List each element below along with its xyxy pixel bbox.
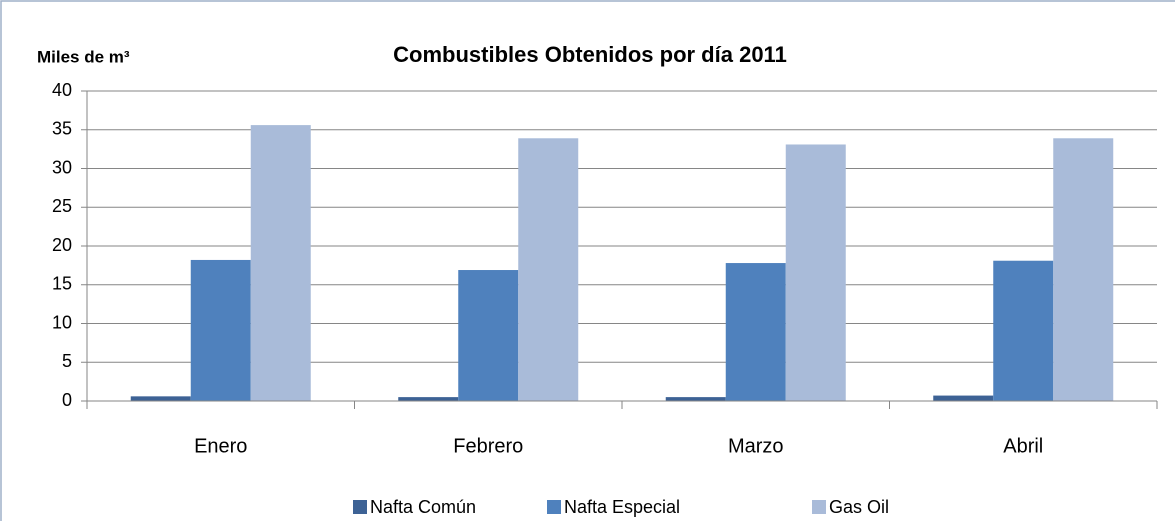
x-tick-label: Marzo <box>728 435 784 457</box>
bar <box>458 270 519 401</box>
bar <box>518 138 579 401</box>
x-tick-label: Abril <box>1003 435 1043 457</box>
y-tick-label: 0 <box>62 390 72 410</box>
y-tick-label: 20 <box>52 235 72 255</box>
bar <box>398 397 459 401</box>
y-tick-label: 35 <box>52 119 72 139</box>
y-tick-label: 40 <box>52 80 72 100</box>
legend-label: Nafta Común <box>370 497 476 517</box>
y-tick-label: 15 <box>52 274 72 294</box>
legend-label: Gas Oil <box>829 497 889 517</box>
chart-title: Combustibles Obtenidos por día 2011 <box>393 42 787 67</box>
legend-label: Nafta Especial <box>564 497 680 517</box>
y-tick-label: 25 <box>52 196 72 216</box>
legend-swatch <box>547 500 561 514</box>
x-tick-label: Febrero <box>453 435 523 457</box>
x-tick-label: Enero <box>194 435 247 457</box>
bar <box>1053 138 1114 401</box>
bar <box>665 397 726 401</box>
bar <box>993 260 1054 401</box>
bar <box>250 125 311 401</box>
bar <box>190 259 251 401</box>
legend-swatch <box>812 500 826 514</box>
bar <box>130 396 191 401</box>
legend-swatch <box>353 500 367 514</box>
y-axis-label: Miles de m³ <box>37 47 130 66</box>
bar <box>725 263 786 401</box>
bar <box>933 395 994 401</box>
y-tick-label: 30 <box>52 157 72 177</box>
y-tick-label: 10 <box>52 312 72 332</box>
y-tick-label: 5 <box>62 351 72 371</box>
bar <box>785 144 846 401</box>
